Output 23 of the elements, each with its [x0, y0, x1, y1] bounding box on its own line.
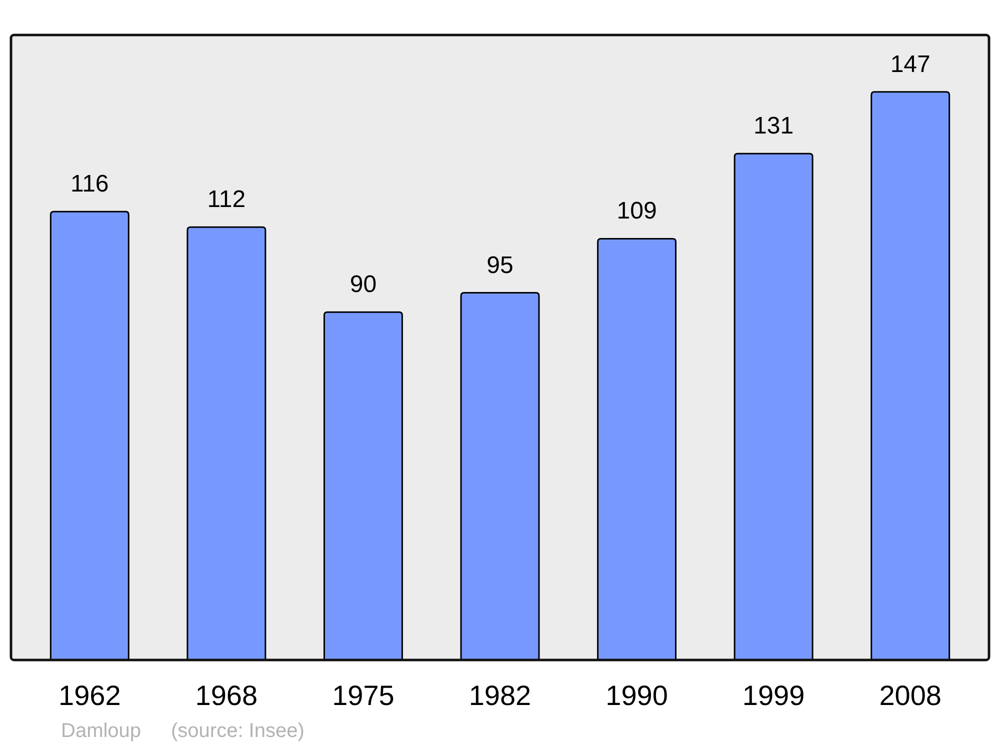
- data-label: 131: [754, 112, 794, 140]
- bar: [597, 238, 677, 661]
- x-tick-label: 2008: [879, 680, 942, 711]
- text: (source: Insee): [171, 720, 304, 742]
- data-label: 112: [207, 186, 246, 214]
- data-label: 116: [70, 170, 109, 198]
- x-tick-label: 1999: [742, 680, 805, 711]
- bar: [870, 91, 950, 661]
- bar: [734, 152, 814, 661]
- bar: [460, 292, 540, 661]
- x-tick-label: 1975: [332, 680, 394, 711]
- data-label: 109: [616, 198, 657, 225]
- x-tick-label: 1982: [468, 680, 532, 711]
- x-tick-label: 1962: [58, 680, 121, 711]
- bar: [323, 311, 403, 661]
- bar: [186, 226, 266, 661]
- data-label: 90: [350, 271, 377, 298]
- text: Damloup: [61, 720, 142, 742]
- x-tick-label: 1990: [606, 680, 668, 711]
- data-label: 95: [486, 252, 514, 279]
- data-label: 147: [890, 50, 930, 78]
- x-tick-label: 1968: [195, 680, 258, 711]
- bar: [50, 210, 130, 661]
